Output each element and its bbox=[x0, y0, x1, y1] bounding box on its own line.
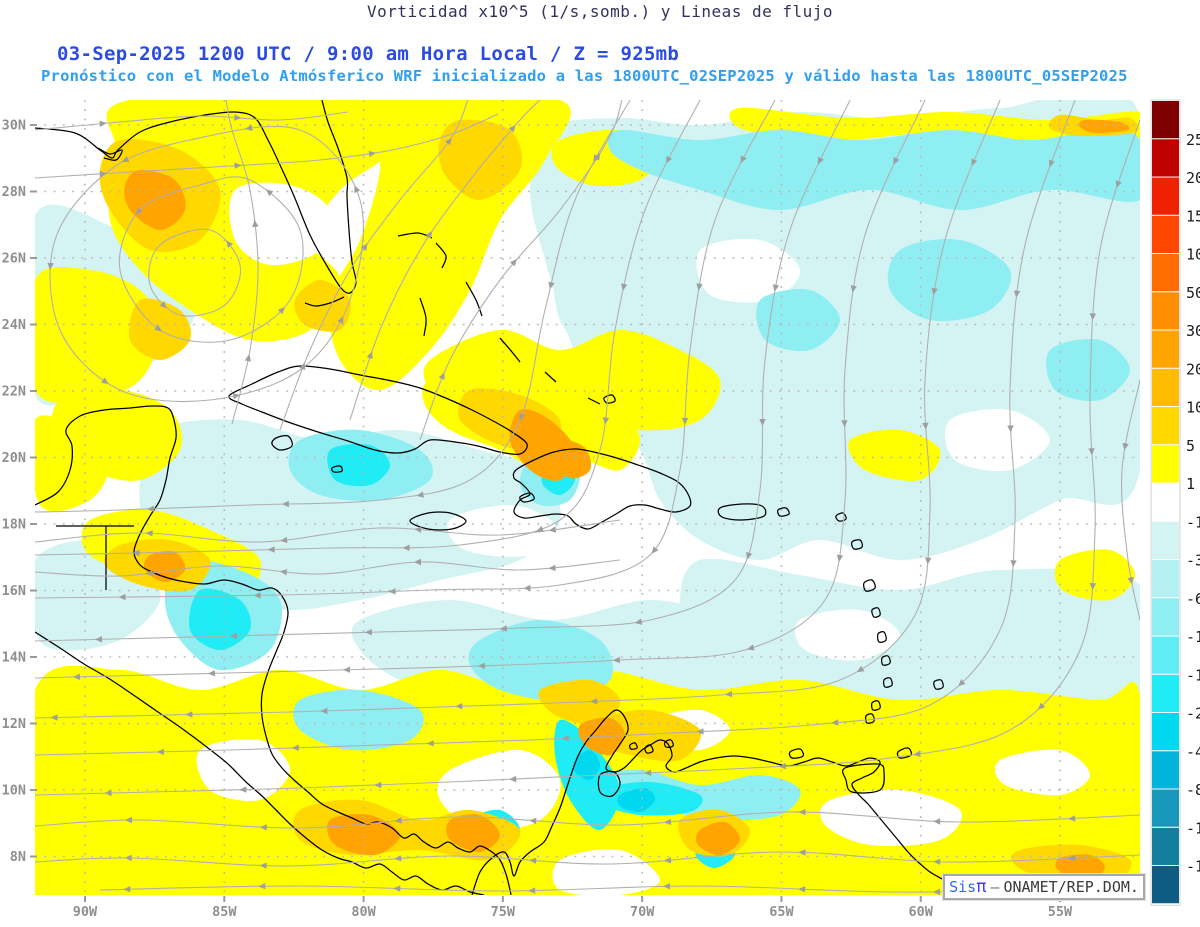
colorbar-label: -26 bbox=[1186, 705, 1200, 723]
colorbar-label: -6 bbox=[1186, 590, 1200, 608]
colorbar-label: 20 bbox=[1186, 360, 1200, 378]
colorbar-label: 100 bbox=[1186, 246, 1200, 264]
lat-tick-label: 24N bbox=[2, 317, 26, 333]
colorbar-cell bbox=[1152, 674, 1179, 713]
colorbar-label: 10 bbox=[1186, 399, 1200, 417]
colorbar-cell bbox=[1152, 139, 1179, 177]
streamline-arrows bbox=[47, 114, 1134, 895]
lat-tick-label: 20N bbox=[2, 450, 26, 466]
lat-tick-label: 30N bbox=[2, 118, 26, 134]
lon-tick-label: 80W bbox=[351, 904, 376, 920]
lat-tick-label: 26N bbox=[2, 251, 26, 267]
branding-badge: Sisπ – ONAMET/REP.DOM. bbox=[943, 874, 1145, 900]
colorbar-cell bbox=[1152, 636, 1179, 674]
colorbar-cell bbox=[1152, 521, 1179, 560]
colorbar-cell bbox=[1152, 330, 1179, 368]
branding-separator: – bbox=[990, 878, 1000, 896]
graticule bbox=[35, 100, 1140, 895]
colorbar-cell bbox=[1152, 407, 1179, 445]
coastlines bbox=[35, 100, 969, 895]
lon-tick-label: 90W bbox=[73, 904, 98, 920]
lat-tick-label: 22N bbox=[2, 384, 26, 400]
lon-tick-label: 65W bbox=[769, 904, 794, 920]
map-area bbox=[35, 100, 1140, 895]
colorbar-label: 5 bbox=[1186, 437, 1195, 455]
colorbar: 250 200 150 100 50 30 20 10 5 1 -1 -3 -6 -12 -18 -26 -42… bbox=[1150, 99, 1200, 906]
lat-tick-label: 14N bbox=[2, 650, 26, 666]
colorbar-cell bbox=[1152, 483, 1179, 521]
lat-tick-label: 16N bbox=[2, 583, 26, 599]
lat-tick-label: 10N bbox=[2, 783, 26, 799]
colorbar-cell bbox=[1152, 177, 1179, 215]
colorbar-label: -1 bbox=[1186, 513, 1200, 531]
colorbar-label: 30 bbox=[1186, 322, 1200, 340]
colorbar-cell bbox=[1152, 827, 1179, 866]
lon-tick-label: 85W bbox=[212, 904, 237, 920]
colorbar-cell bbox=[1152, 445, 1179, 483]
colorbar-label: -3 bbox=[1186, 552, 1200, 570]
colorbar-label: 1 bbox=[1186, 475, 1195, 493]
colorbar-cell bbox=[1152, 751, 1179, 789]
colorbar-cell bbox=[1152, 598, 1179, 636]
lat-tick-label: 28N bbox=[2, 184, 26, 200]
axis-ticks bbox=[30, 124, 1062, 902]
colorbar-cell bbox=[1152, 560, 1179, 598]
colorbar-label: -12 bbox=[1186, 628, 1200, 646]
chart-title: Vorticidad x10^5 (1/s,somb.) y Lineas de… bbox=[366, 2, 834, 21]
branding-org: ONAMET/REP.DOM. bbox=[1003, 878, 1139, 896]
colorbar-label: 150 bbox=[1186, 207, 1200, 225]
colorbar-cell bbox=[1152, 368, 1179, 407]
lat-tick-label: 12N bbox=[2, 716, 26, 732]
lat-tick-label: 18N bbox=[2, 517, 26, 533]
colorbar-label: 200 bbox=[1186, 169, 1200, 187]
colorbar-label: -18 bbox=[1186, 666, 1200, 684]
lat-tick-label: 8N bbox=[10, 849, 26, 865]
lon-tick-label: 55W bbox=[1048, 904, 1073, 920]
colorbar-cell bbox=[1152, 254, 1179, 292]
lon-tick-label: 70W bbox=[630, 904, 655, 920]
colorbar-cell bbox=[1152, 789, 1179, 827]
model-info-line: Pronóstico con el Modelo Atmósferico WRF… bbox=[41, 67, 1128, 85]
colorbar-cell bbox=[1152, 101, 1179, 139]
colorbar-cell bbox=[1152, 713, 1179, 751]
axis-labels: 30N 28N 26N 24N 22N 20N 18N 16N 14N 12N 10N 8N 90W 85… bbox=[2, 118, 1073, 921]
colorbar-cell bbox=[1152, 215, 1179, 254]
valid-time-line: 03-Sep-2025 1200 UTC / 9:00 am Hora Loca… bbox=[57, 43, 680, 65]
colorbar-label: -160 bbox=[1186, 858, 1200, 876]
lon-tick-label: 60W bbox=[909, 904, 934, 920]
branding-prefix: Sis bbox=[949, 878, 977, 896]
colorbar-label: 250 bbox=[1186, 131, 1200, 149]
colorbar-cell bbox=[1152, 866, 1179, 904]
colorbar-label: -80 bbox=[1186, 781, 1200, 799]
colorbar-label: 50 bbox=[1186, 284, 1200, 302]
colorbar-label: -120 bbox=[1186, 819, 1200, 837]
colorbar-label: -42 bbox=[1186, 743, 1200, 761]
lon-tick-label: 75W bbox=[491, 904, 516, 920]
pi-symbol: π bbox=[976, 877, 987, 897]
colorbar-cell bbox=[1152, 292, 1179, 330]
